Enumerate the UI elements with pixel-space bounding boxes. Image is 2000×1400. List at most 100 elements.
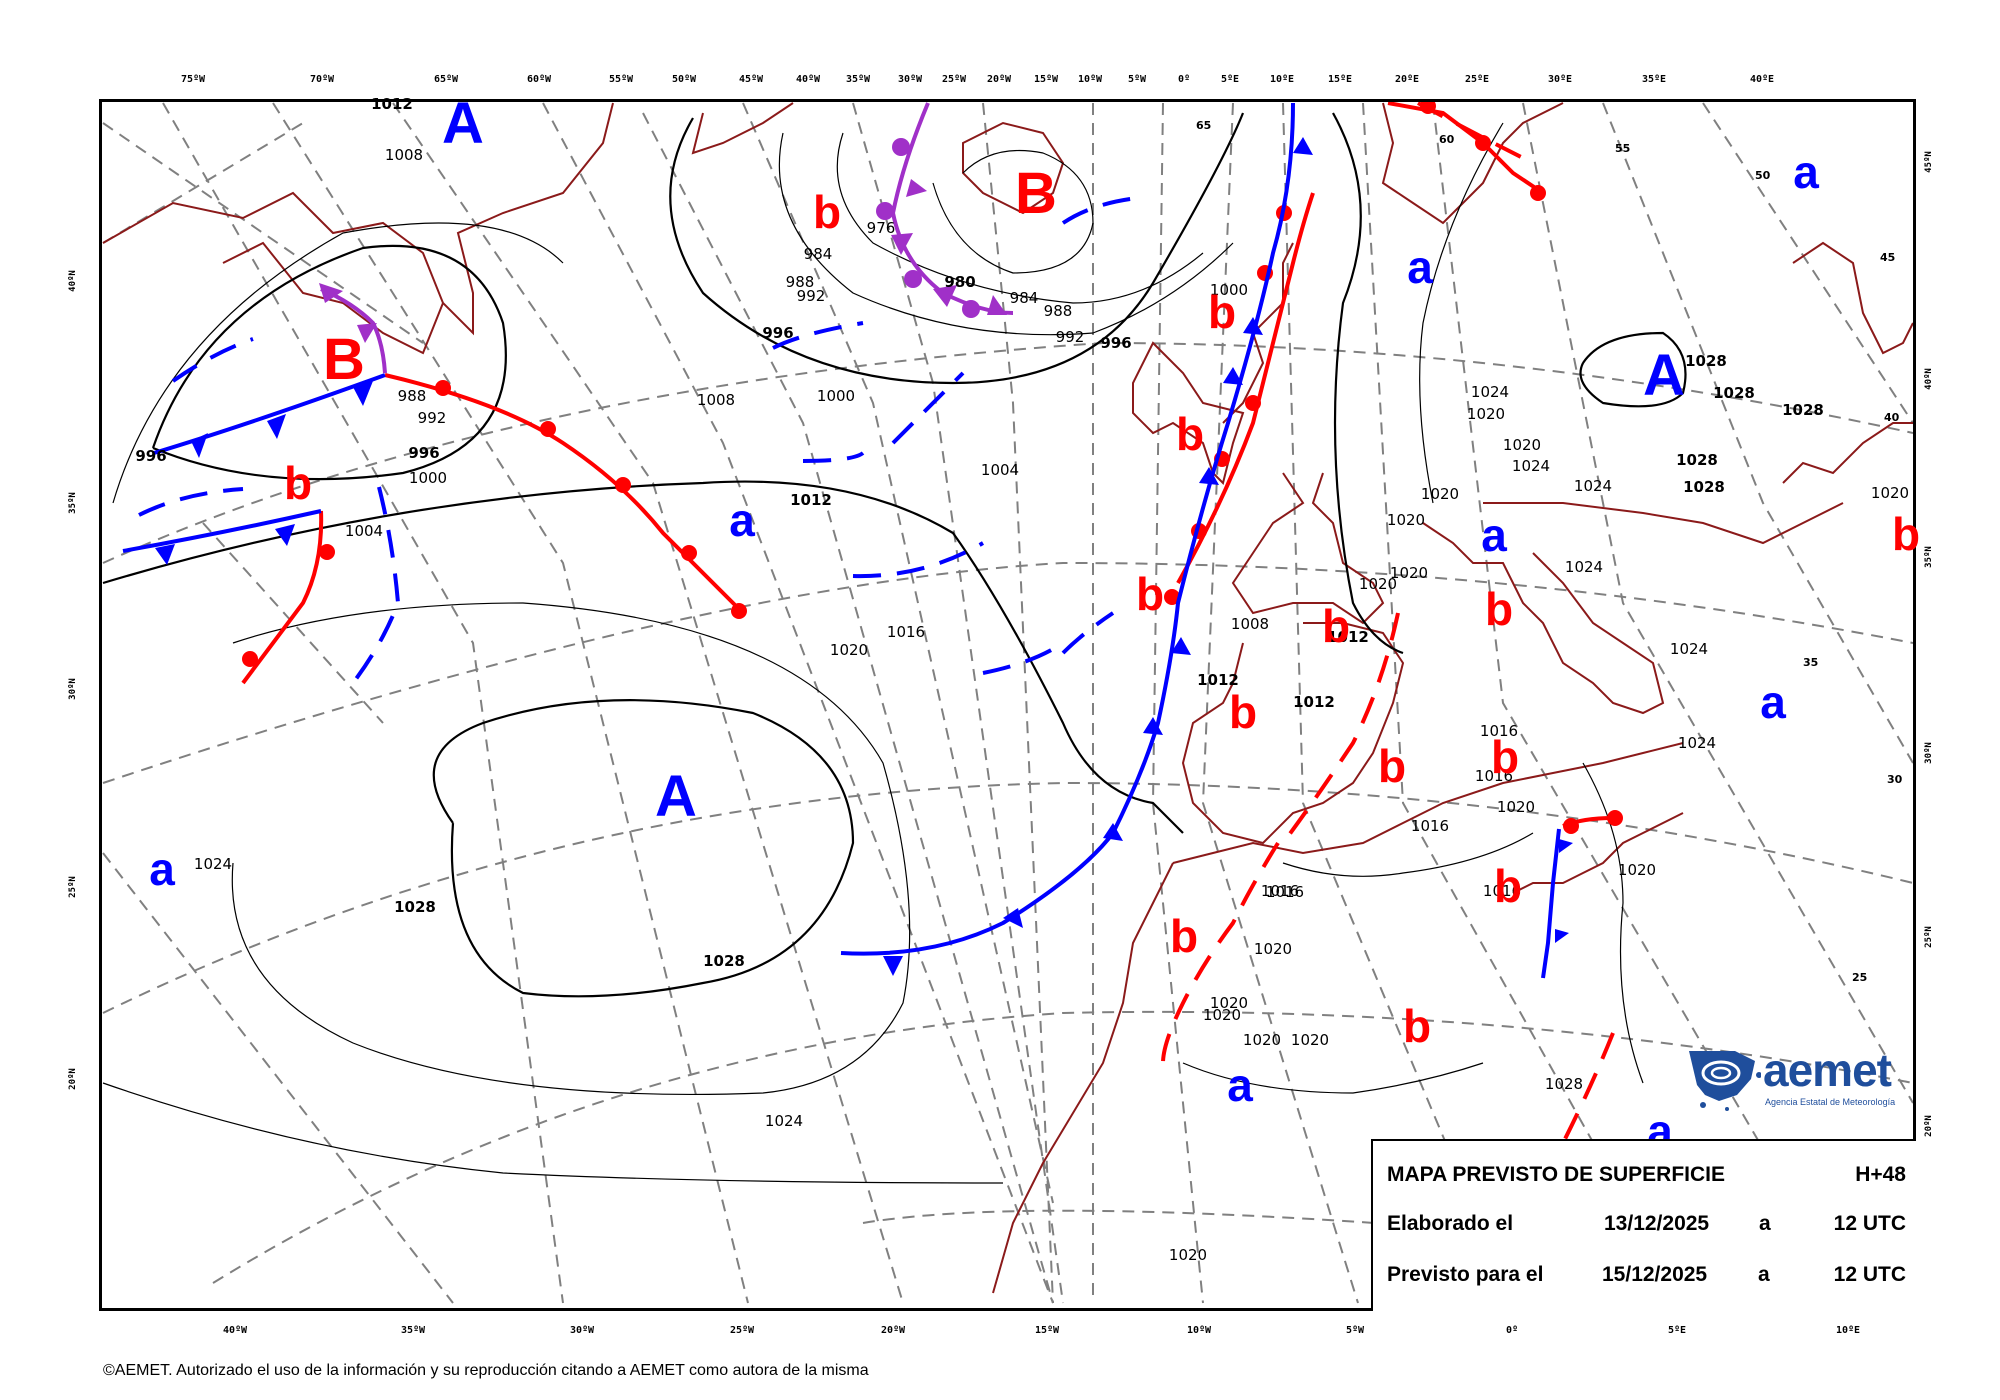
valid-at: a <box>1758 1263 1770 1286</box>
isobar-value-label: 1028 <box>394 898 436 916</box>
isobar-value-label: 1000 <box>816 387 856 405</box>
lon-label: 75ºW <box>180 74 206 85</box>
lon-label: 5ºE <box>1667 1325 1687 1336</box>
grid-lat-number: 45 <box>1880 251 1895 264</box>
lon-label: 0º <box>1177 74 1191 85</box>
lat-label: 30ºN <box>67 678 78 700</box>
warm-fronts <box>241 102 1614 828</box>
cold-front-symbols <box>155 137 1573 976</box>
lat-label: 45ºN <box>1923 151 1934 173</box>
title-row: MAPA PREVISTO DE SUPERFICIE H+48 <box>1387 1163 1906 1191</box>
valid-date: 15/12/2025 <box>1602 1263 1708 1286</box>
relative-high-label: a <box>1793 146 1819 198</box>
coastlines <box>102 102 1913 1294</box>
issued-at: a <box>1759 1212 1771 1235</box>
relative-low-label: b <box>1321 600 1351 652</box>
isobar-value-label: 1012 <box>1327 628 1369 646</box>
lon-label: 20ºE <box>1394 74 1420 85</box>
graticule-grid <box>102 102 1913 1304</box>
isobar-value-label: 1020 <box>1420 485 1460 503</box>
lat-label: 35ºN <box>67 492 78 514</box>
warm-front-symbols <box>242 102 1623 834</box>
isobar-value-label: 1020 <box>1202 1006 1242 1024</box>
isobar-value-label: 1012 <box>371 95 413 113</box>
lon-label: 55ºW <box>608 74 634 85</box>
relative-high-label: a <box>149 843 175 895</box>
lon-label: 0º <box>1505 1325 1519 1336</box>
lon-label: 30ºE <box>1547 74 1573 85</box>
relative-low-label: b <box>1402 1000 1432 1052</box>
isobar-value-label: 1020 <box>1253 940 1293 958</box>
lat-label: 40ºN <box>1923 368 1934 390</box>
relative-high-label: a <box>1760 676 1786 728</box>
valid-label: Previsto para el <box>1387 1263 1544 1286</box>
isobar-value-label: 1028 <box>1683 478 1725 496</box>
lon-label: 10ºW <box>1077 74 1103 85</box>
relative-high-label: a <box>1407 241 1433 293</box>
grid-lat-number: 35 <box>1803 656 1818 669</box>
lon-label: 65ºW <box>433 74 459 85</box>
isobar-value-label: 996 <box>135 447 167 465</box>
grid-lat-number: 55 <box>1615 142 1630 155</box>
lat-label: 25ºN <box>67 876 78 898</box>
isobar-value-label: 1020 <box>1290 1031 1330 1049</box>
high-pressure-label: A <box>655 764 697 829</box>
isobar-value-label: 1020 <box>1386 511 1426 529</box>
isobar-value-label: 1016 <box>1482 882 1522 900</box>
grid-lat-number: 40 <box>1884 411 1900 424</box>
relative-low-label: b <box>1228 686 1258 738</box>
lat-label: 20ºN <box>1923 1115 1934 1137</box>
isobar-value-label: 1024 <box>764 1112 804 1130</box>
isobar-value-label: 992 <box>417 409 447 427</box>
isobar-value-label: 1016 <box>1265 883 1305 901</box>
isobar-value-label: 1020 <box>1242 1031 1282 1049</box>
high-pressure-label: A <box>1643 343 1685 408</box>
relative-low-label: b <box>812 186 842 238</box>
issued-row: Elaborado el 13/12/2025 a 12 UTC <box>1387 1212 1906 1240</box>
lon-label: 30ºW <box>897 74 923 85</box>
lon-label: 40ºE <box>1749 74 1775 85</box>
isobar-value-label: 1012 <box>1197 671 1239 689</box>
ridge-lines-red <box>1161 102 1615 1144</box>
lon-label: 10ºE <box>1269 74 1295 85</box>
aemet-logo-icon <box>1689 1051 1762 1111</box>
lon-label: 50ºW <box>671 74 697 85</box>
grid-lat-number: 30 <box>1887 773 1903 786</box>
isobar-value-label: 996 <box>1100 334 1132 352</box>
isobars <box>102 112 1687 1184</box>
isobar-value-label: 1024 <box>1669 640 1709 658</box>
isobar-value-label: 1028 <box>1782 401 1824 419</box>
isobar-value-label: 1016 <box>1260 882 1300 900</box>
isobar-value-label: 992 <box>796 287 826 305</box>
isobar-value-label: 984 <box>1009 289 1039 307</box>
isobar-value-label: 1020 <box>1870 484 1910 502</box>
lon-label: 35ºW <box>400 1325 426 1336</box>
grid-lat-number: 65 <box>1196 119 1211 132</box>
aemet-subtitle: Agencia Estatal de Meteorología <box>1765 1097 1896 1107</box>
relative-low-label: b <box>1484 583 1514 635</box>
relative-low-label: b <box>1135 568 1165 620</box>
relative-low-label: b <box>1207 286 1237 338</box>
lon-label: 15ºW <box>1033 74 1059 85</box>
lon-label: 15ºW <box>1034 1325 1060 1336</box>
lon-label: 20ºW <box>986 74 1012 85</box>
isobar-value-label: 1000 <box>408 469 448 487</box>
lon-label: 35ºE <box>1641 74 1667 85</box>
lon-label: 25ºW <box>941 74 967 85</box>
isobar-value-label: 1016 <box>1474 767 1514 785</box>
isobar-value-label: 1024 <box>1677 734 1717 752</box>
isobar-value-label: 1012 <box>790 491 832 509</box>
weather-map: 65 60 55 50 45 40 35 30 25 <box>99 99 1916 1311</box>
relative-low-label: b <box>1891 508 1921 560</box>
isobar-value-label: 1028 <box>1685 352 1727 370</box>
isobar-value-label: 1028 <box>1676 451 1718 469</box>
isobar-value-label: 1024 <box>1564 558 1604 576</box>
lon-label: 15ºE <box>1327 74 1353 85</box>
lon-label: 30ºW <box>569 1325 595 1336</box>
isobar-value-label: 1020 <box>829 641 869 659</box>
isobar-value-label: 1008 <box>1230 615 1270 633</box>
grid-lat-number: 50 <box>1755 169 1771 182</box>
isobar-value-label: 996 <box>408 444 440 462</box>
relative-high-label: a <box>1481 509 1507 561</box>
lon-label: 70ºW <box>309 74 335 85</box>
